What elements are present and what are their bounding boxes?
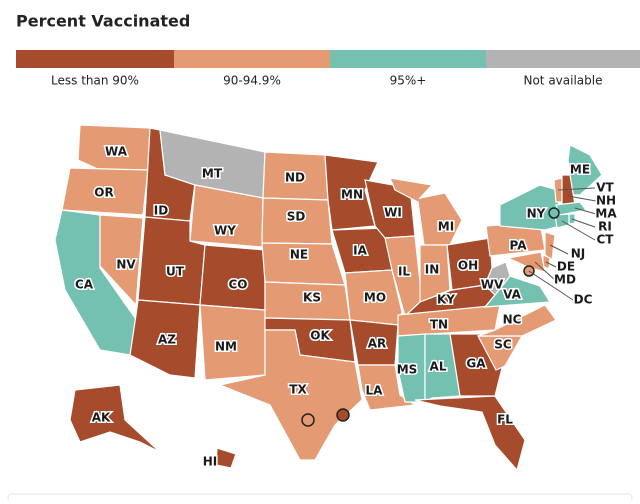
- state-label: AL: [430, 360, 447, 374]
- leader-line: [549, 244, 569, 255]
- state-label: WV: [481, 278, 504, 292]
- state-label: NV: [116, 258, 136, 272]
- state-label: LA: [366, 384, 384, 398]
- state-label: WI: [384, 206, 402, 220]
- state-label: HI: [203, 455, 218, 469]
- state-label: MT: [202, 167, 223, 181]
- state-label: AR: [368, 337, 387, 351]
- state-label: VT: [596, 181, 614, 195]
- legend-swatch: [174, 50, 330, 68]
- state-shape: [99, 214, 144, 307]
- state-shape: [506, 251, 546, 273]
- state-shape: [69, 384, 161, 453]
- state-label: SD: [287, 210, 306, 224]
- state-label: TX: [289, 383, 307, 397]
- state-shape: [61, 167, 149, 216]
- states: [54, 124, 603, 472]
- state-label: NH: [596, 194, 616, 208]
- state-label: NY: [527, 207, 546, 221]
- state-label: AK: [92, 411, 111, 425]
- state-label: WA: [105, 145, 128, 159]
- state-label: GA: [466, 357, 486, 371]
- city-marker: [336, 408, 350, 422]
- state-label: PA: [510, 239, 528, 253]
- legend-swatch: [486, 50, 640, 68]
- state-shape: [555, 201, 588, 216]
- state-label: ME: [570, 163, 590, 177]
- state-shape: [215, 447, 237, 469]
- state-shape: [217, 329, 363, 461]
- state-shape: [544, 231, 556, 262]
- state-label: MA: [595, 207, 617, 221]
- state-label: ID: [154, 204, 168, 218]
- state-shape: [484, 261, 511, 296]
- state-label: OR: [94, 186, 113, 200]
- state-label: TN: [430, 318, 448, 332]
- state-shape: [397, 333, 426, 403]
- legend-label: Less than 90%: [51, 74, 139, 88]
- state-shape: [424, 333, 461, 404]
- state-label: IN: [425, 263, 440, 277]
- legend-label: 90-94.9%: [223, 74, 281, 88]
- legend: Less than 90% 90-94.9% 95%+ Not available: [16, 50, 640, 88]
- state-shape: [389, 177, 463, 246]
- state-label: MN: [341, 188, 363, 202]
- state-label: CO: [228, 278, 247, 292]
- leader-line: [545, 261, 557, 268]
- state-label: OH: [458, 259, 478, 273]
- state-label: NM: [215, 340, 237, 354]
- state-label: NJ: [571, 247, 586, 261]
- state-label: IL: [398, 265, 410, 279]
- state-label: FL: [497, 413, 513, 427]
- state-label: CA: [75, 278, 94, 292]
- state-label: SC: [494, 338, 512, 352]
- leader-line: [571, 218, 596, 228]
- state-label: MI: [438, 220, 454, 234]
- state-label: MS: [397, 363, 418, 377]
- state-label: DE: [557, 260, 575, 274]
- state-label: KS: [303, 291, 321, 305]
- state-labels: WA OR CA NV ID MT WY UT CO AZ NM ND SD NE KS OK TX MN IA MO…: [73, 143, 618, 470]
- state-label: AZ: [158, 333, 176, 347]
- leader-line: [567, 195, 597, 202]
- legend-swatch: [330, 50, 486, 68]
- title: Percent Vaccinated: [16, 12, 190, 31]
- state-label: NC: [503, 313, 522, 327]
- leader-line: [561, 220, 596, 241]
- legend-swatch: [16, 50, 174, 68]
- state-label: CT: [597, 233, 615, 247]
- state-label: IA: [353, 244, 367, 258]
- state-label: UT: [166, 265, 185, 279]
- leader-line: [534, 261, 556, 281]
- state-label: VA: [503, 288, 521, 302]
- legend-label: 95%+: [390, 74, 427, 88]
- state-label: WY: [214, 224, 236, 238]
- state-shape: [357, 364, 417, 411]
- state-label: NE: [290, 248, 308, 262]
- state-label: DC: [574, 293, 593, 307]
- state-label: MD: [554, 273, 576, 287]
- state-label: OK: [310, 329, 330, 343]
- state-label: MO: [364, 291, 386, 305]
- leader-line: [528, 270, 574, 301]
- legend-label: Not available: [523, 74, 602, 88]
- leader-line: [557, 187, 596, 191]
- city-marker: [548, 207, 560, 219]
- leader-line: [574, 207, 597, 215]
- state-shape: [419, 244, 451, 303]
- state-label: ND: [285, 171, 305, 185]
- state-label: RI: [598, 220, 612, 234]
- city-marker: [301, 413, 315, 427]
- state-shape: [477, 304, 557, 337]
- state-label: KY: [437, 293, 455, 307]
- state-shape: [414, 395, 526, 472]
- state-shape: [567, 144, 603, 196]
- panel-edge: [7, 493, 633, 504]
